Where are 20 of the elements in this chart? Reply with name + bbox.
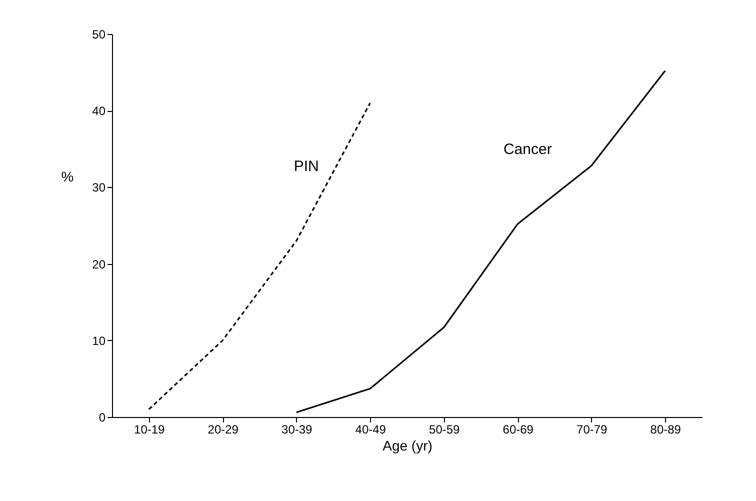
x-tick-label: 20-29: [208, 422, 239, 436]
y-tick-label: 10: [92, 334, 106, 348]
x-tick-label: 80-89: [650, 422, 682, 436]
y-tick-label: 20: [92, 257, 106, 272]
y-tick-label: 0: [98, 410, 106, 424]
y-tick-label: 40: [92, 104, 106, 118]
line-series: [148, 102, 371, 410]
text: Cancer: [503, 140, 552, 158]
y-tick-label: 50: [92, 28, 106, 42]
line-series: [296, 70, 666, 414]
x-tick-label: 70-79: [576, 422, 608, 436]
x-tick-label: 50-59: [429, 422, 460, 436]
x-tick-label: 30-39: [282, 422, 313, 436]
x-tick-label: 10-19: [134, 422, 166, 436]
x-tick-label: 60-69: [502, 422, 534, 436]
y-tick-label: 30: [92, 180, 106, 195]
x-axis-title: Age (yr): [382, 438, 432, 454]
x-tick-label: 40-49: [355, 422, 386, 436]
series-label: PIN: [294, 158, 319, 175]
y-axis-title: %: [61, 168, 74, 184]
